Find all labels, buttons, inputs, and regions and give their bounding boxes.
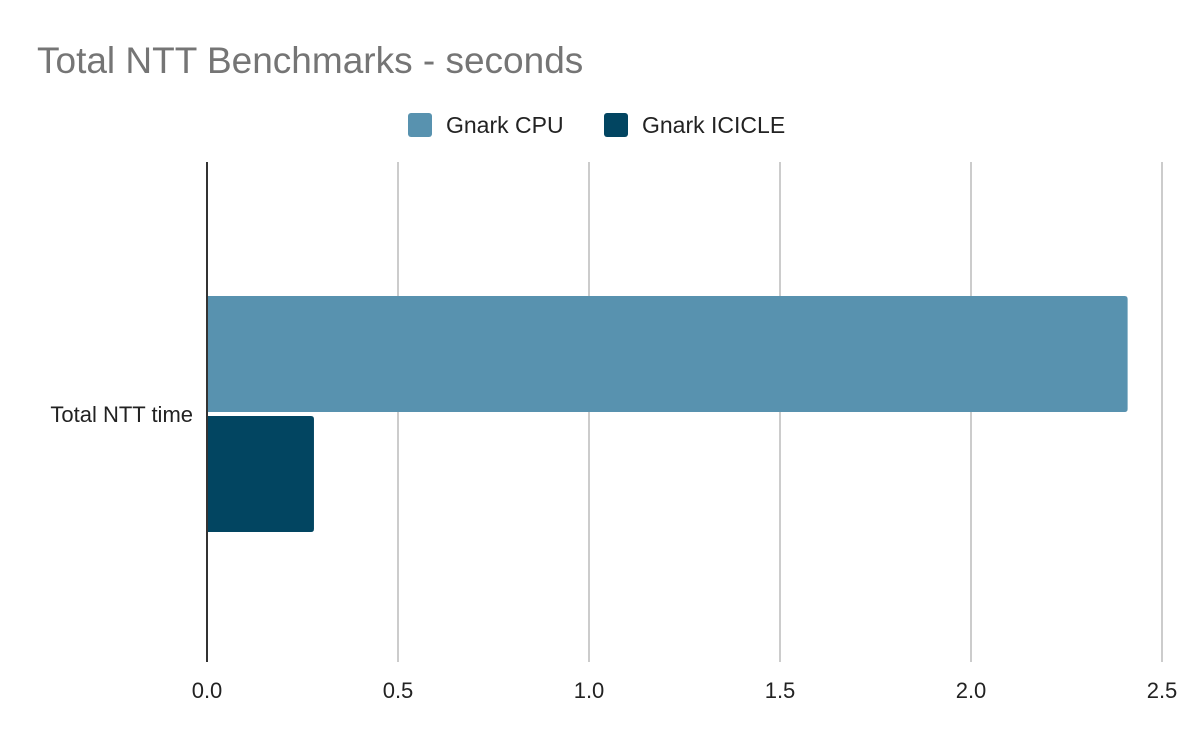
legend-label-gnark-cpu: Gnark CPU [446,111,564,138]
x-tick-label-0: 0.0 [192,678,223,703]
bar-gnark-icicle [207,416,314,532]
chart-title: Total NTT Benchmarks - seconds [37,40,584,81]
x-tick-label-1: 0.5 [383,678,414,703]
x-tick-label-2: 1.0 [574,678,605,703]
legend-item-gnark-cpu[interactable]: Gnark CPU [408,110,564,140]
legend-item-gnark-icicle[interactable]: Gnark ICICLE [604,110,785,140]
legend-swatch-gnark-icicle [604,113,628,137]
legend-label-gnark-icicle: Gnark ICICLE [642,111,786,138]
bar-gnark-cpu [207,296,1128,412]
legend-swatch-gnark-cpu [408,113,432,137]
category-label-0: Total NTT time [50,402,193,427]
x-tick-label-3: 1.5 [765,678,796,703]
legend: Gnark CPU Gnark ICICLE [0,110,1200,140]
x-tick-label-5: 2.5 [1147,678,1178,703]
x-tick-label-4: 2.0 [956,678,987,703]
